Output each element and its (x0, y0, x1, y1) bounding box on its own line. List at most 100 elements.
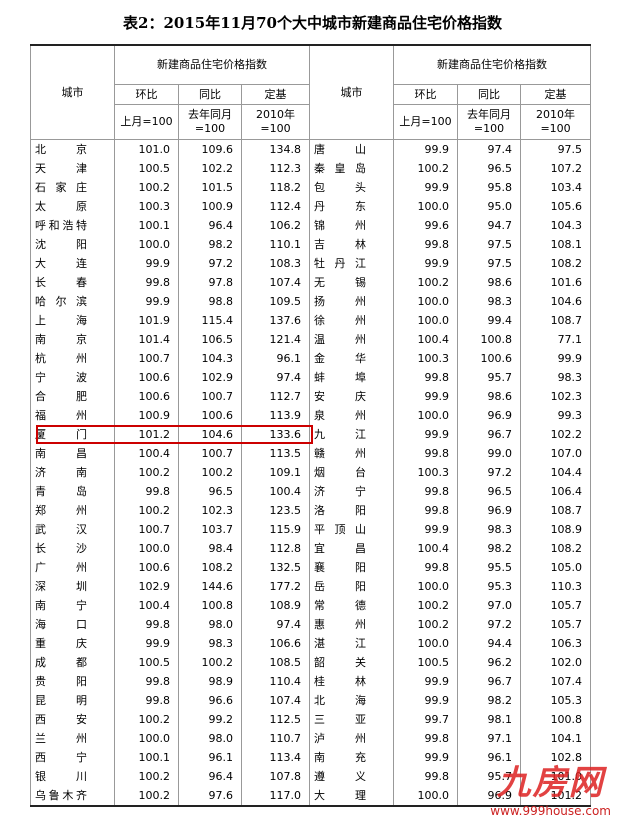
value-cell: 98.3 (457, 292, 522, 311)
city-cell: 扬州 (309, 292, 395, 311)
value-cell: 112.5 (240, 710, 311, 729)
value-cell: 105.0 (520, 558, 592, 577)
value-cell: 95.8 (457, 178, 522, 197)
table-row: 昆明 99.8 96.6 107.4 北海 99.9 98.2 105.3 (30, 691, 592, 710)
value-cell: 99.8 (393, 767, 459, 786)
city-name: 赣州 (314, 447, 367, 460)
table-row: 长沙 100.0 98.4 112.8 宜昌 100.4 98.2 108.2 (30, 539, 592, 558)
value-cell: 99.8 (393, 729, 459, 748)
table-row: 太原 100.3 100.9 112.4 丹东 100.0 95.0 105.6 (30, 197, 592, 216)
value-cell: 100.2 (178, 463, 242, 482)
value-cell: 100.8 (178, 596, 242, 615)
watermark-logo: 九房网 (496, 763, 605, 803)
value-cell: 103.7 (178, 520, 242, 539)
value-cell: 103.4 (520, 178, 592, 197)
value-cell: 121.4 (240, 330, 311, 349)
value-cell: 98.0 (178, 615, 242, 634)
value-cell: 99.4 (457, 311, 522, 330)
city-name: 洛阳 (314, 504, 367, 517)
table-row: 福州 100.9 100.6 113.9 泉州 100.0 96.9 99.3 (30, 406, 592, 425)
city-name: 唐山 (314, 143, 367, 156)
value-cell: 100.0 (114, 729, 179, 748)
city-cell: 石家庄 (30, 178, 115, 197)
value-cell: 100.2 (114, 767, 179, 786)
value-cell: 112.7 (240, 387, 311, 406)
value-cell: 100.0 (393, 786, 459, 807)
value-cell: 100.2 (114, 463, 179, 482)
value-cell: 101.5 (178, 178, 242, 197)
value-cell: 102.9 (114, 577, 179, 596)
city-cell: 惠州 (309, 615, 395, 634)
value-cell: 99.3 (520, 406, 592, 425)
city-cell: 大连 (30, 254, 115, 273)
city-name: 西宁 (35, 751, 87, 764)
value-cell: 98.1 (457, 710, 522, 729)
value-cell: 99.8 (114, 482, 179, 501)
value-cell: 95.7 (457, 368, 522, 387)
value-cell: 99.9 (520, 349, 592, 368)
city-cell: 南宁 (30, 596, 115, 615)
price-table: 城市 新建商品住宅价格指数 城市 新建商品住宅价格指数 环比 同比 定基 环比 同比 定基 上月=1… (30, 44, 592, 807)
city-name: 昆明 (35, 694, 87, 707)
header-base: 上月=100 (114, 104, 179, 140)
value-cell: 177.2 (240, 577, 311, 596)
city-cell: 乌鲁木齐 (30, 786, 115, 807)
value-cell: 96.1 (178, 748, 242, 767)
city-cell: 北京 (30, 139, 115, 159)
value-cell: 99.9 (393, 748, 459, 767)
city-name: 遵义 (314, 770, 367, 783)
city-name: 南充 (314, 751, 367, 764)
value-cell: 95.5 (457, 558, 522, 577)
city-cell: 昆明 (30, 691, 115, 710)
table-row: 青岛 99.8 96.5 100.4 济宁 99.8 96.5 106.4 (30, 482, 592, 501)
table-row: 杭州 100.7 104.3 96.1 金华 100.3 100.6 99.9 (30, 349, 592, 368)
value-cell: 99.8 (393, 235, 459, 254)
city-cell: 牡丹江 (309, 254, 395, 273)
value-cell: 95.3 (457, 577, 522, 596)
header-group: 新建商品住宅价格指数 (393, 44, 592, 85)
value-cell: 96.9 (457, 786, 522, 807)
value-cell: 112.3 (240, 159, 311, 178)
city-cell: 蚌埠 (309, 368, 395, 387)
value-cell: 99.8 (393, 444, 459, 463)
value-cell: 100.9 (114, 406, 179, 425)
value-cell: 97.4 (240, 368, 311, 387)
city-cell: 厦门 (30, 425, 115, 444)
value-cell: 100.8 (520, 710, 592, 729)
value-cell: 101.9 (114, 311, 179, 330)
header-base: 去年同月=100 (457, 104, 522, 140)
value-cell: 132.5 (240, 558, 311, 577)
city-name: 桂林 (314, 675, 367, 688)
value-cell: 100.0 (393, 577, 459, 596)
value-cell: 97.8 (178, 273, 242, 292)
city-cell: 徐州 (309, 311, 395, 330)
value-cell: 97.2 (457, 615, 522, 634)
city-cell: 遵义 (309, 767, 395, 786)
city-name: 北京 (35, 143, 87, 156)
value-cell: 102.9 (178, 368, 242, 387)
value-cell: 99.9 (114, 634, 179, 653)
table-row: 哈尔滨 99.9 98.8 109.5 扬州 100.0 98.3 104.6 (30, 292, 592, 311)
value-cell: 100.4 (114, 444, 179, 463)
value-cell: 99.9 (114, 254, 179, 273)
table-row: 西宁 100.1 96.1 113.4 南充 99.9 96.1 102.8 (30, 748, 592, 767)
city-cell: 九江 (309, 425, 395, 444)
header-column: 定基 (240, 84, 311, 105)
city-name: 温州 (314, 333, 367, 346)
city-name: 安庆 (314, 390, 367, 403)
table-row: 厦门 101.2 104.6 133.6 九江 99.9 96.7 102.2 (30, 425, 592, 444)
value-cell: 100.5 (393, 653, 459, 672)
value-cell: 98.2 (457, 691, 522, 710)
value-cell: 100.0 (393, 197, 459, 216)
value-cell: 98.3 (520, 368, 592, 387)
header-row: 城市 新建商品住宅价格指数 城市 新建商品住宅价格指数 (30, 44, 592, 140)
value-cell: 99.9 (393, 672, 459, 691)
value-cell: 113.5 (240, 444, 311, 463)
city-name: 襄阳 (314, 561, 367, 574)
table-row: 天津 100.5 102.2 112.3 秦皇岛 100.2 96.5 107.2 (30, 159, 592, 178)
city-name: 湛江 (314, 637, 367, 650)
value-cell: 108.3 (240, 254, 311, 273)
value-cell: 102.0 (520, 653, 592, 672)
value-cell: 101.6 (520, 273, 592, 292)
value-cell: 115.9 (240, 520, 311, 539)
